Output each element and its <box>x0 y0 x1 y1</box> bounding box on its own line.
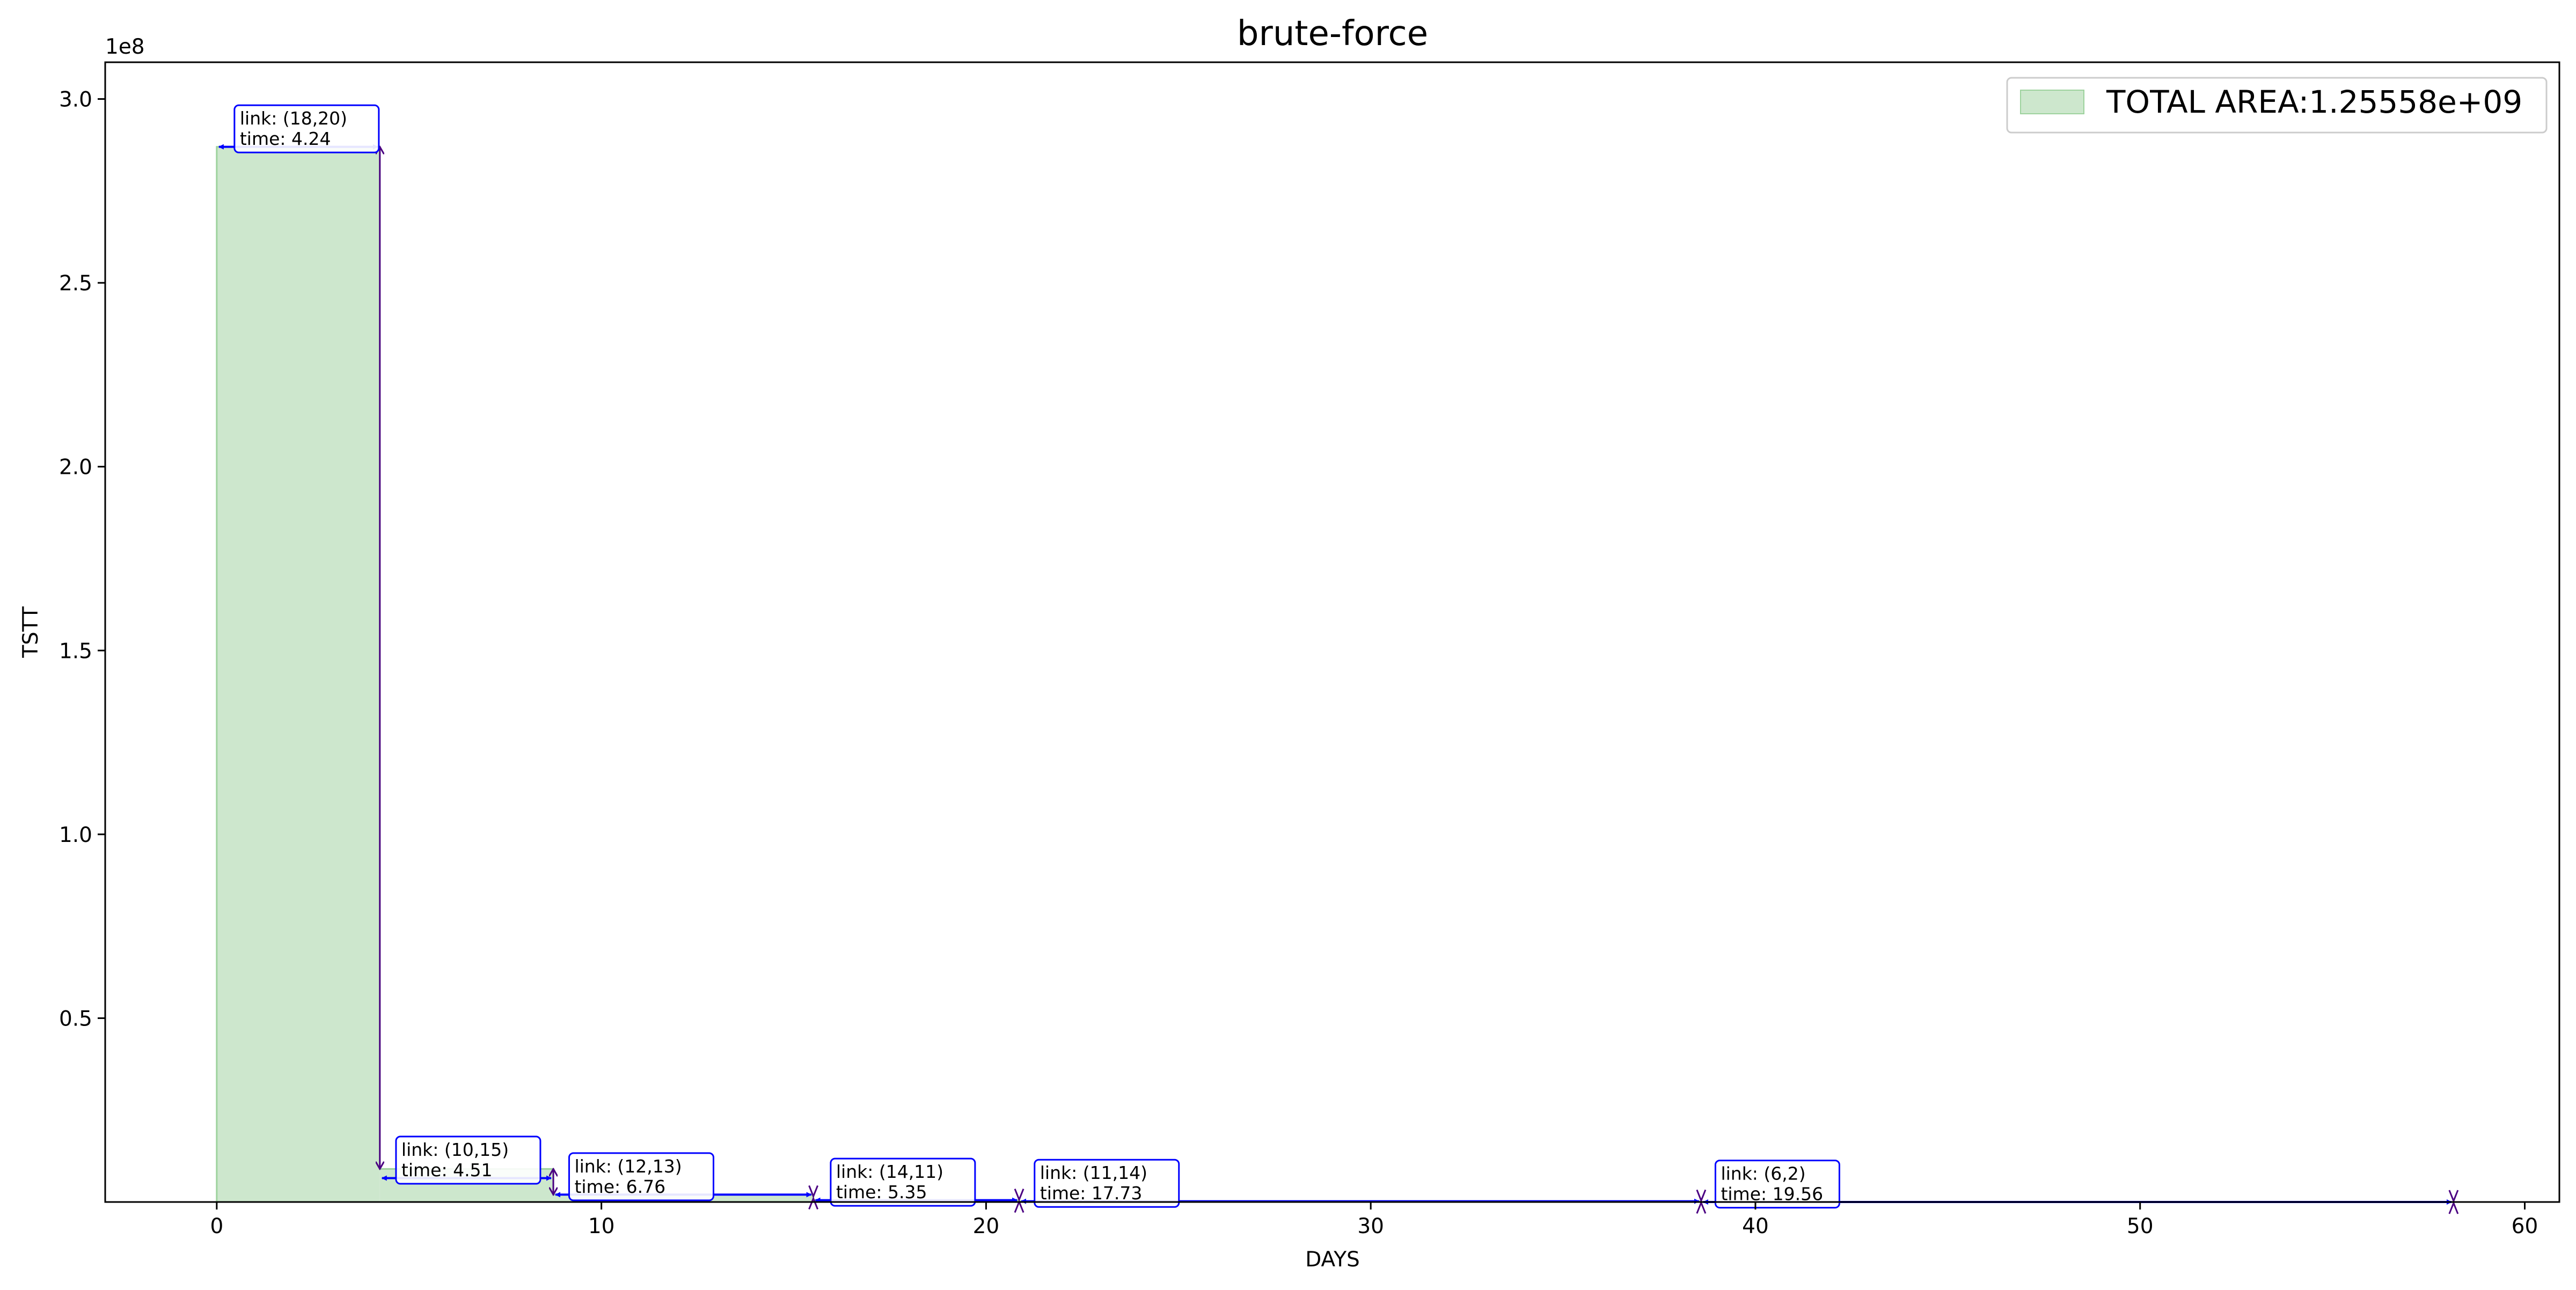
x-tick-label: 10 <box>588 1214 615 1238</box>
annotation-link: link: (18,20) <box>240 108 347 129</box>
y-tick-label: 2.5 <box>59 272 92 296</box>
legend-label: TOTAL AREA:1.25558e+09 <box>2106 84 2522 120</box>
annotation-time: time: 5.35 <box>836 1182 927 1203</box>
annotation-link: link: (12,13) <box>574 1156 682 1177</box>
annotation-box <box>568 1152 714 1201</box>
x-tick-label: 30 <box>1357 1214 1384 1238</box>
y-tick-label: 1.0 <box>59 823 92 847</box>
chart-title: brute-force <box>1237 14 1428 54</box>
annotation-box <box>395 1135 541 1185</box>
x-tick-label: 60 <box>2512 1214 2538 1238</box>
area-outline <box>216 146 2454 1203</box>
annotation-time: time: 17.73 <box>1040 1183 1143 1204</box>
annotation-box <box>1034 1159 1180 1208</box>
x-tick-label: 20 <box>973 1214 1000 1238</box>
annotation-time: time: 19.56 <box>1721 1184 1823 1205</box>
x-tick-label: 50 <box>2127 1214 2154 1238</box>
y-offset-label: 1e8 <box>105 35 145 59</box>
plot-frame <box>104 61 2560 1203</box>
annotation-link: link: (11,14) <box>1040 1162 1147 1183</box>
annotation-link: link: (14,11) <box>836 1161 943 1182</box>
drop-layer <box>380 147 2459 1214</box>
legend: TOTAL AREA:1.25558e+09 <box>2006 77 2548 134</box>
drop-marker <box>808 1185 818 1210</box>
x-tick-label: 0 <box>210 1214 223 1238</box>
annotation-time: time: 6.76 <box>574 1176 665 1197</box>
y-tick-label: 1.5 <box>59 639 92 663</box>
drop-marker <box>2448 1190 2459 1214</box>
y-axis-label: TSTT <box>19 606 43 658</box>
annotation-time: time: 4.51 <box>401 1160 493 1181</box>
y-tick-label: 3.0 <box>59 88 92 112</box>
x-axis-label: DAYS <box>1305 1248 1360 1272</box>
annotation-link: link: (10,15) <box>401 1139 509 1160</box>
y-tick-label: 0.5 <box>59 1007 92 1031</box>
area-layer <box>216 146 2454 1203</box>
annotation-box <box>830 1157 976 1207</box>
area-step <box>216 146 380 1202</box>
x-ticks: 0 10 20 30 40 50 60 <box>210 1202 2538 1238</box>
x-tick-label: 40 <box>1742 1214 1769 1238</box>
legend-swatch <box>2020 90 2084 114</box>
annotation-box <box>1714 1160 1840 1209</box>
annotation-link: link: (6,2) <box>1721 1163 1805 1184</box>
annotation-box <box>233 104 380 153</box>
annotation-time: time: 4.24 <box>240 128 331 149</box>
y-ticks: 0.5 1.0 1.5 2.0 2.5 3.0 <box>59 88 105 1031</box>
legend-frame <box>2006 77 2548 134</box>
y-tick-label: 2.0 <box>59 456 92 480</box>
